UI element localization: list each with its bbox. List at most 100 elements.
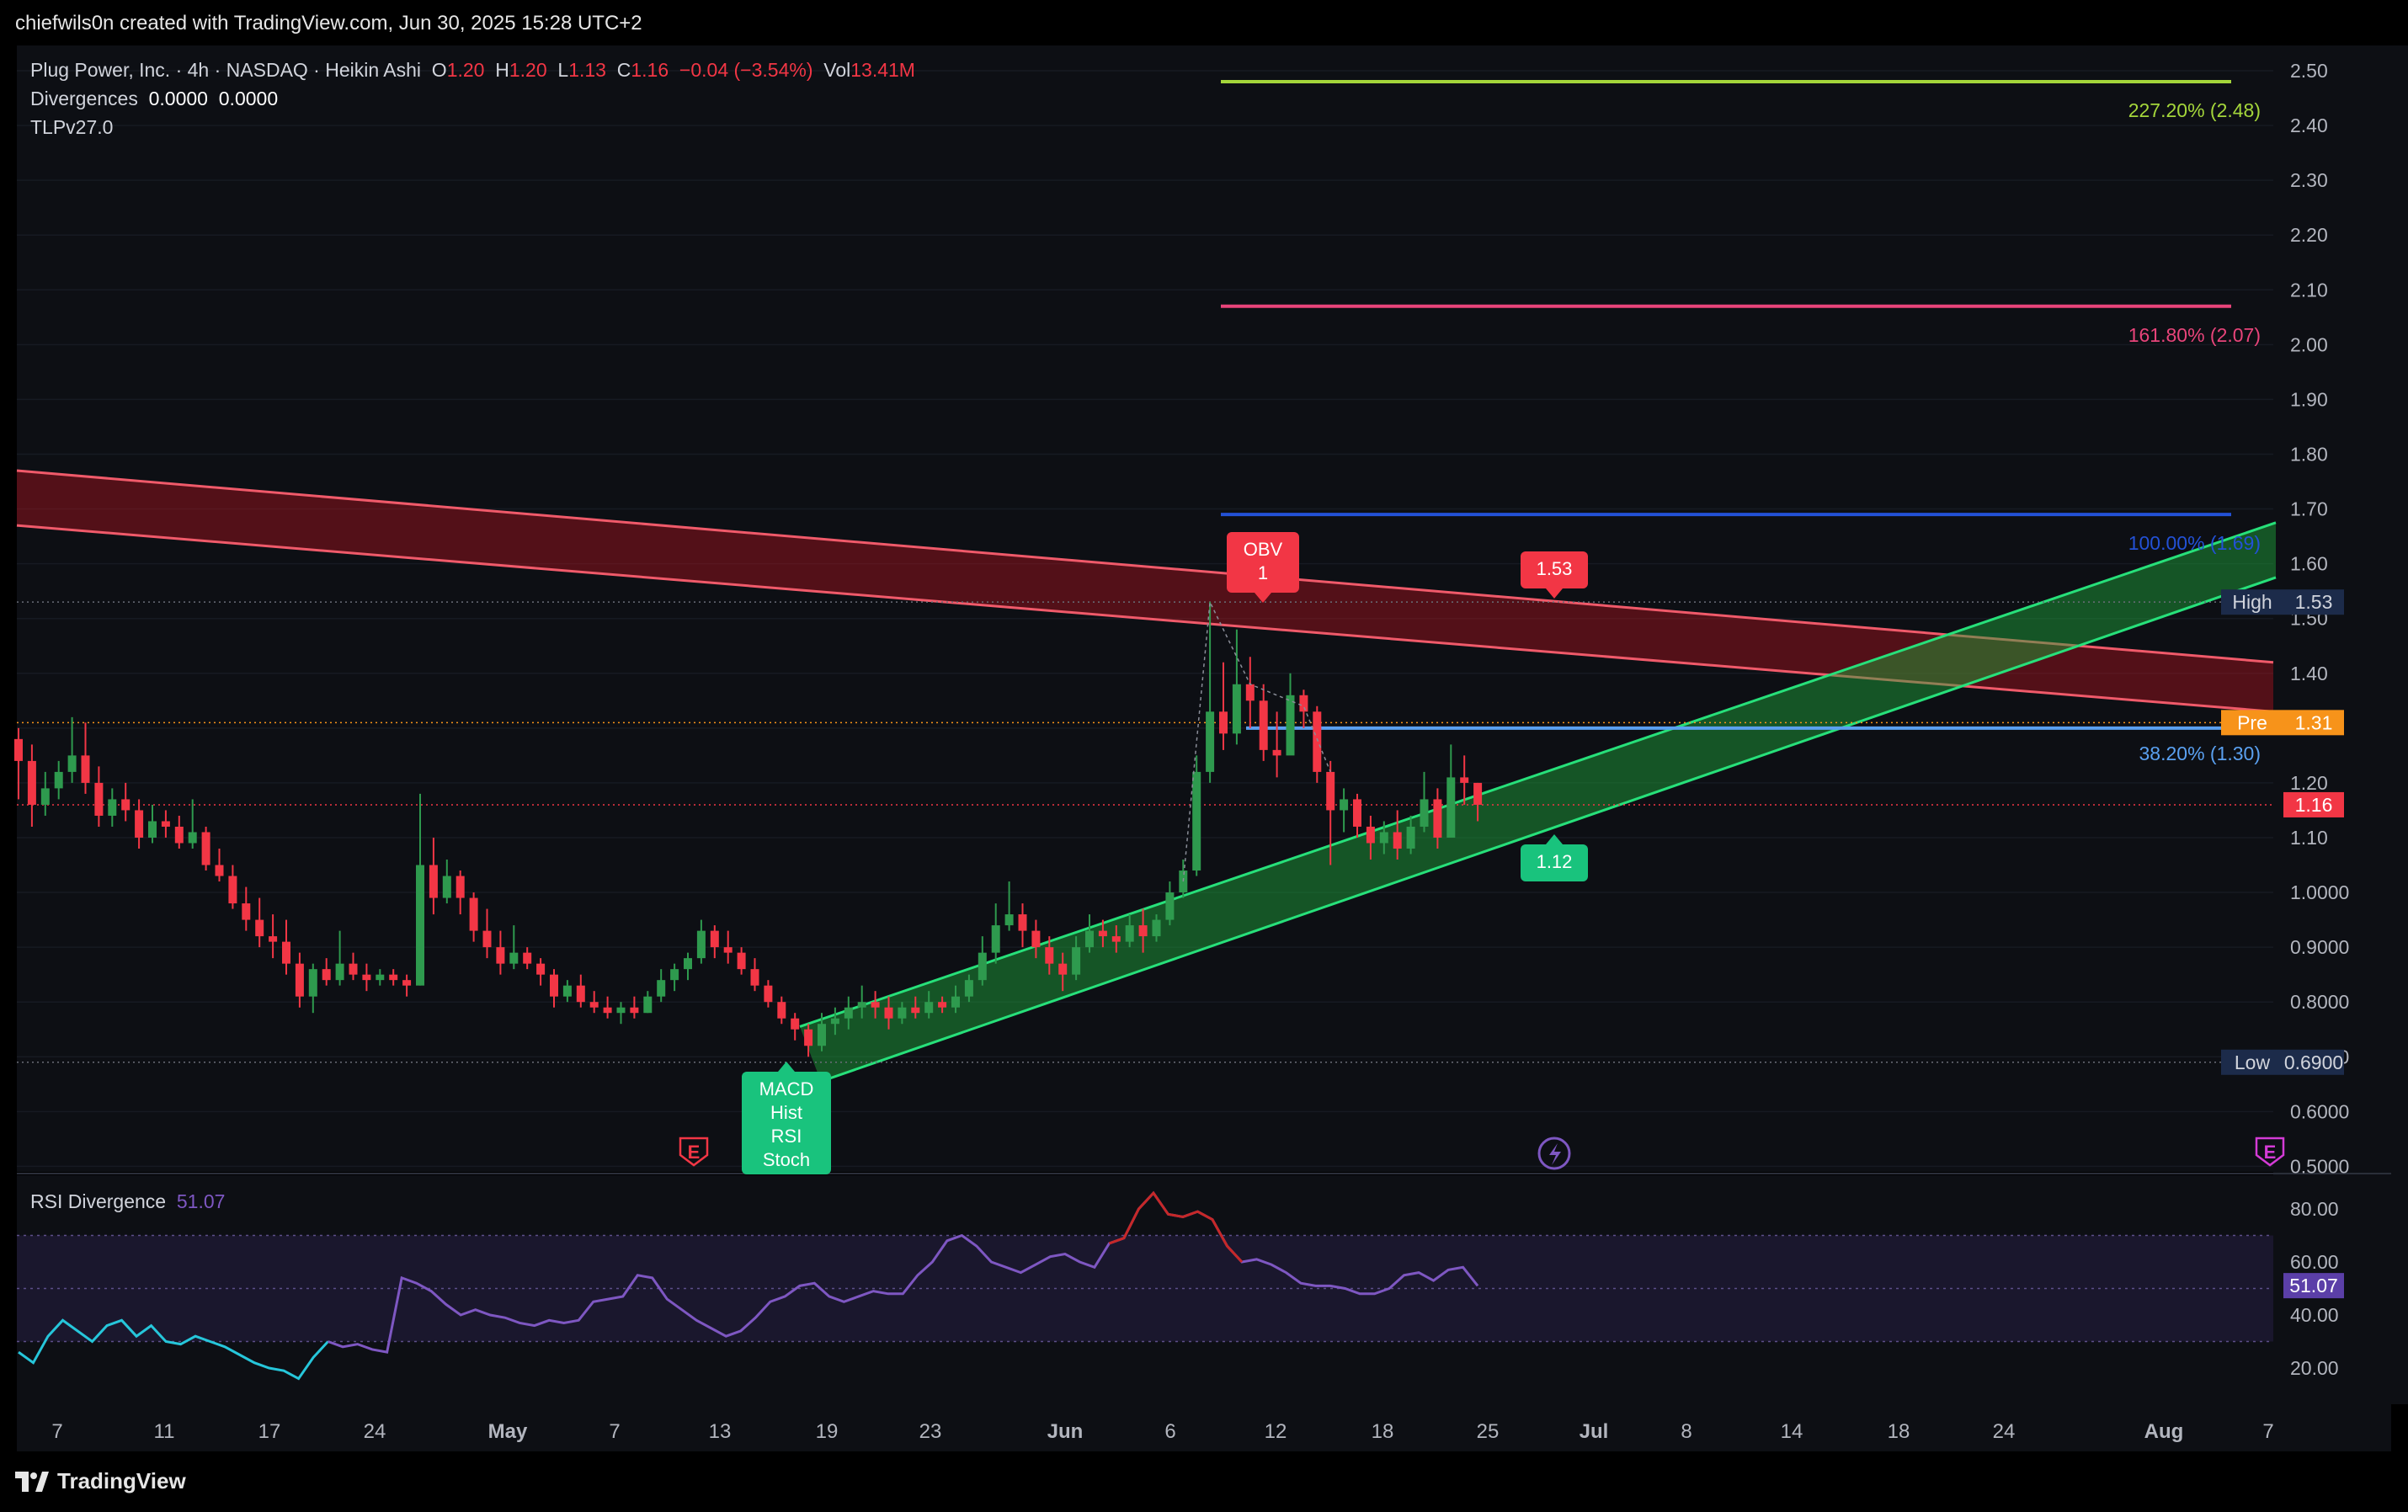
tlp-legend[interactable]: TLPv27.0: [30, 116, 113, 139]
candle-body: [924, 1002, 934, 1014]
rsi-value-tag-bg: [2283, 1273, 2344, 1299]
volume-value: 13.41M: [850, 59, 915, 81]
candle-body: [1340, 799, 1349, 811]
candle-body: [938, 1002, 947, 1008]
candle-body: [898, 1007, 907, 1019]
candle-body: [27, 760, 36, 805]
price-tick-label: 1.0000: [2290, 881, 2349, 903]
header-bar: chiefwils0n created with TradingView.com…: [0, 0, 2408, 45]
low-label: L: [557, 59, 569, 81]
candle-body: [818, 1024, 826, 1046]
time-tick-label: 7: [609, 1420, 620, 1443]
time-tick-label: 23: [919, 1420, 942, 1443]
candle-body: [750, 969, 759, 986]
candle-body: [1245, 684, 1255, 701]
candle-body: [764, 985, 773, 1003]
credit-text: chiefwils0n created with TradingView.com…: [15, 12, 642, 35]
candle-body: [791, 1018, 800, 1030]
candle-body: [389, 974, 398, 981]
candle-body: [1206, 711, 1215, 772]
close-label: C: [616, 59, 631, 81]
divergence-legend[interactable]: Divergences 0.0000 0.0000: [30, 88, 278, 110]
candle-body: [14, 738, 23, 761]
candle-body: [94, 782, 104, 816]
rsi-pane: [17, 1175, 2273, 1404]
candle-body: [630, 1007, 639, 1014]
macd-signal-bubble-pointer: [778, 1062, 795, 1072]
fib-level-label: 38.20% (1.30): [2139, 743, 2261, 764]
price-tick-label: 2.10: [2290, 279, 2328, 301]
candle-body: [710, 930, 719, 948]
candle-body: [1379, 832, 1388, 844]
rsi-legend[interactable]: RSI Divergence 51.07: [30, 1190, 225, 1213]
candle-body: [1460, 777, 1469, 783]
obv-bubble: [1227, 532, 1299, 593]
time-tick-label: 13: [709, 1420, 732, 1443]
low-tag-label-bg: [2221, 1049, 2283, 1075]
candle-body: [1165, 892, 1175, 920]
obv-bubble-pointer: [1255, 593, 1271, 603]
candle-body: [242, 903, 251, 920]
price-tick-label: 0.6000: [2290, 1100, 2349, 1122]
time-axis-area: [17, 1404, 2391, 1451]
symbol-legend[interactable]: Plug Power, Inc. · 4h · NASDAQ · Heikin …: [30, 59, 915, 82]
candle-body: [1098, 930, 1107, 937]
candle-body: [1004, 914, 1014, 926]
tradingview-logo[interactable]: TradingView: [15, 1468, 186, 1494]
rsi-legend-value: 51.07: [176, 1190, 226, 1212]
time-tick-label: 19: [816, 1420, 839, 1443]
fib-level-label: 227.20% (2.48): [2128, 99, 2261, 121]
candle-body: [1420, 799, 1429, 827]
high-tag-bg: [2283, 589, 2344, 615]
candle-body: [455, 876, 465, 898]
candle-body: [308, 969, 317, 997]
time-tick-label: 7: [2262, 1420, 2273, 1443]
candle-body: [1393, 832, 1402, 849]
candle-body: [1031, 930, 1041, 948]
macd-signal-bubble-text: Stoch: [763, 1149, 810, 1170]
low-value: 1.13: [568, 59, 606, 81]
time-tick-label: 8: [1681, 1420, 1691, 1443]
candle-body: [121, 799, 131, 811]
divergence-value-2: 0.0000: [218, 88, 279, 109]
price-tick-label: 0.5000: [2290, 1155, 2349, 1177]
close-value: 1.16: [631, 59, 669, 81]
low-value-bubble-pointer: [1546, 834, 1563, 844]
obv-bubble-text: OBV: [1244, 539, 1283, 560]
candle-body: [201, 832, 210, 865]
time-tick-label: 24: [364, 1420, 386, 1443]
price-tick-label: 2.50: [2290, 60, 2328, 82]
candle-body: [616, 1007, 626, 1014]
candle-body: [509, 952, 519, 964]
tlp-label: TLPv27.0: [30, 116, 114, 138]
candle-body: [884, 1007, 893, 1019]
price-tick-label: 1.20: [2290, 772, 2328, 794]
price-tick-label: 1.10: [2290, 827, 2328, 849]
rsi-line-overbought: [1108, 1190, 1244, 1264]
candle-body: [1072, 947, 1081, 975]
open-label: O: [431, 59, 447, 81]
candle-body: [723, 947, 733, 953]
candle-body: [978, 952, 987, 981]
candle-body: [416, 865, 424, 986]
candle-body: [1152, 919, 1161, 937]
price-tick-label: 1.90: [2290, 388, 2328, 410]
candle-body: [402, 980, 412, 986]
time-tick-label: 17: [258, 1420, 281, 1443]
candle-body: [188, 832, 197, 844]
divergence-value-1: 0.0000: [148, 88, 208, 109]
low-tag-label: Low: [2235, 1051, 2271, 1073]
pre-tag-bg: [2283, 710, 2344, 736]
dividend-flash-icon: [1537, 1137, 1571, 1170]
time-tick-label: 18: [1888, 1420, 1910, 1443]
time-tick-label: 11: [154, 1420, 175, 1443]
candle-body: [536, 963, 546, 975]
candle-body: [322, 969, 331, 981]
candle-body: [1045, 947, 1054, 964]
candle-body: [429, 865, 438, 898]
candle-body: [1232, 684, 1241, 734]
rsi-line: [328, 1190, 1479, 1354]
low-value-bubble-text: 1.12: [1537, 851, 1573, 872]
candle-body: [108, 799, 117, 816]
